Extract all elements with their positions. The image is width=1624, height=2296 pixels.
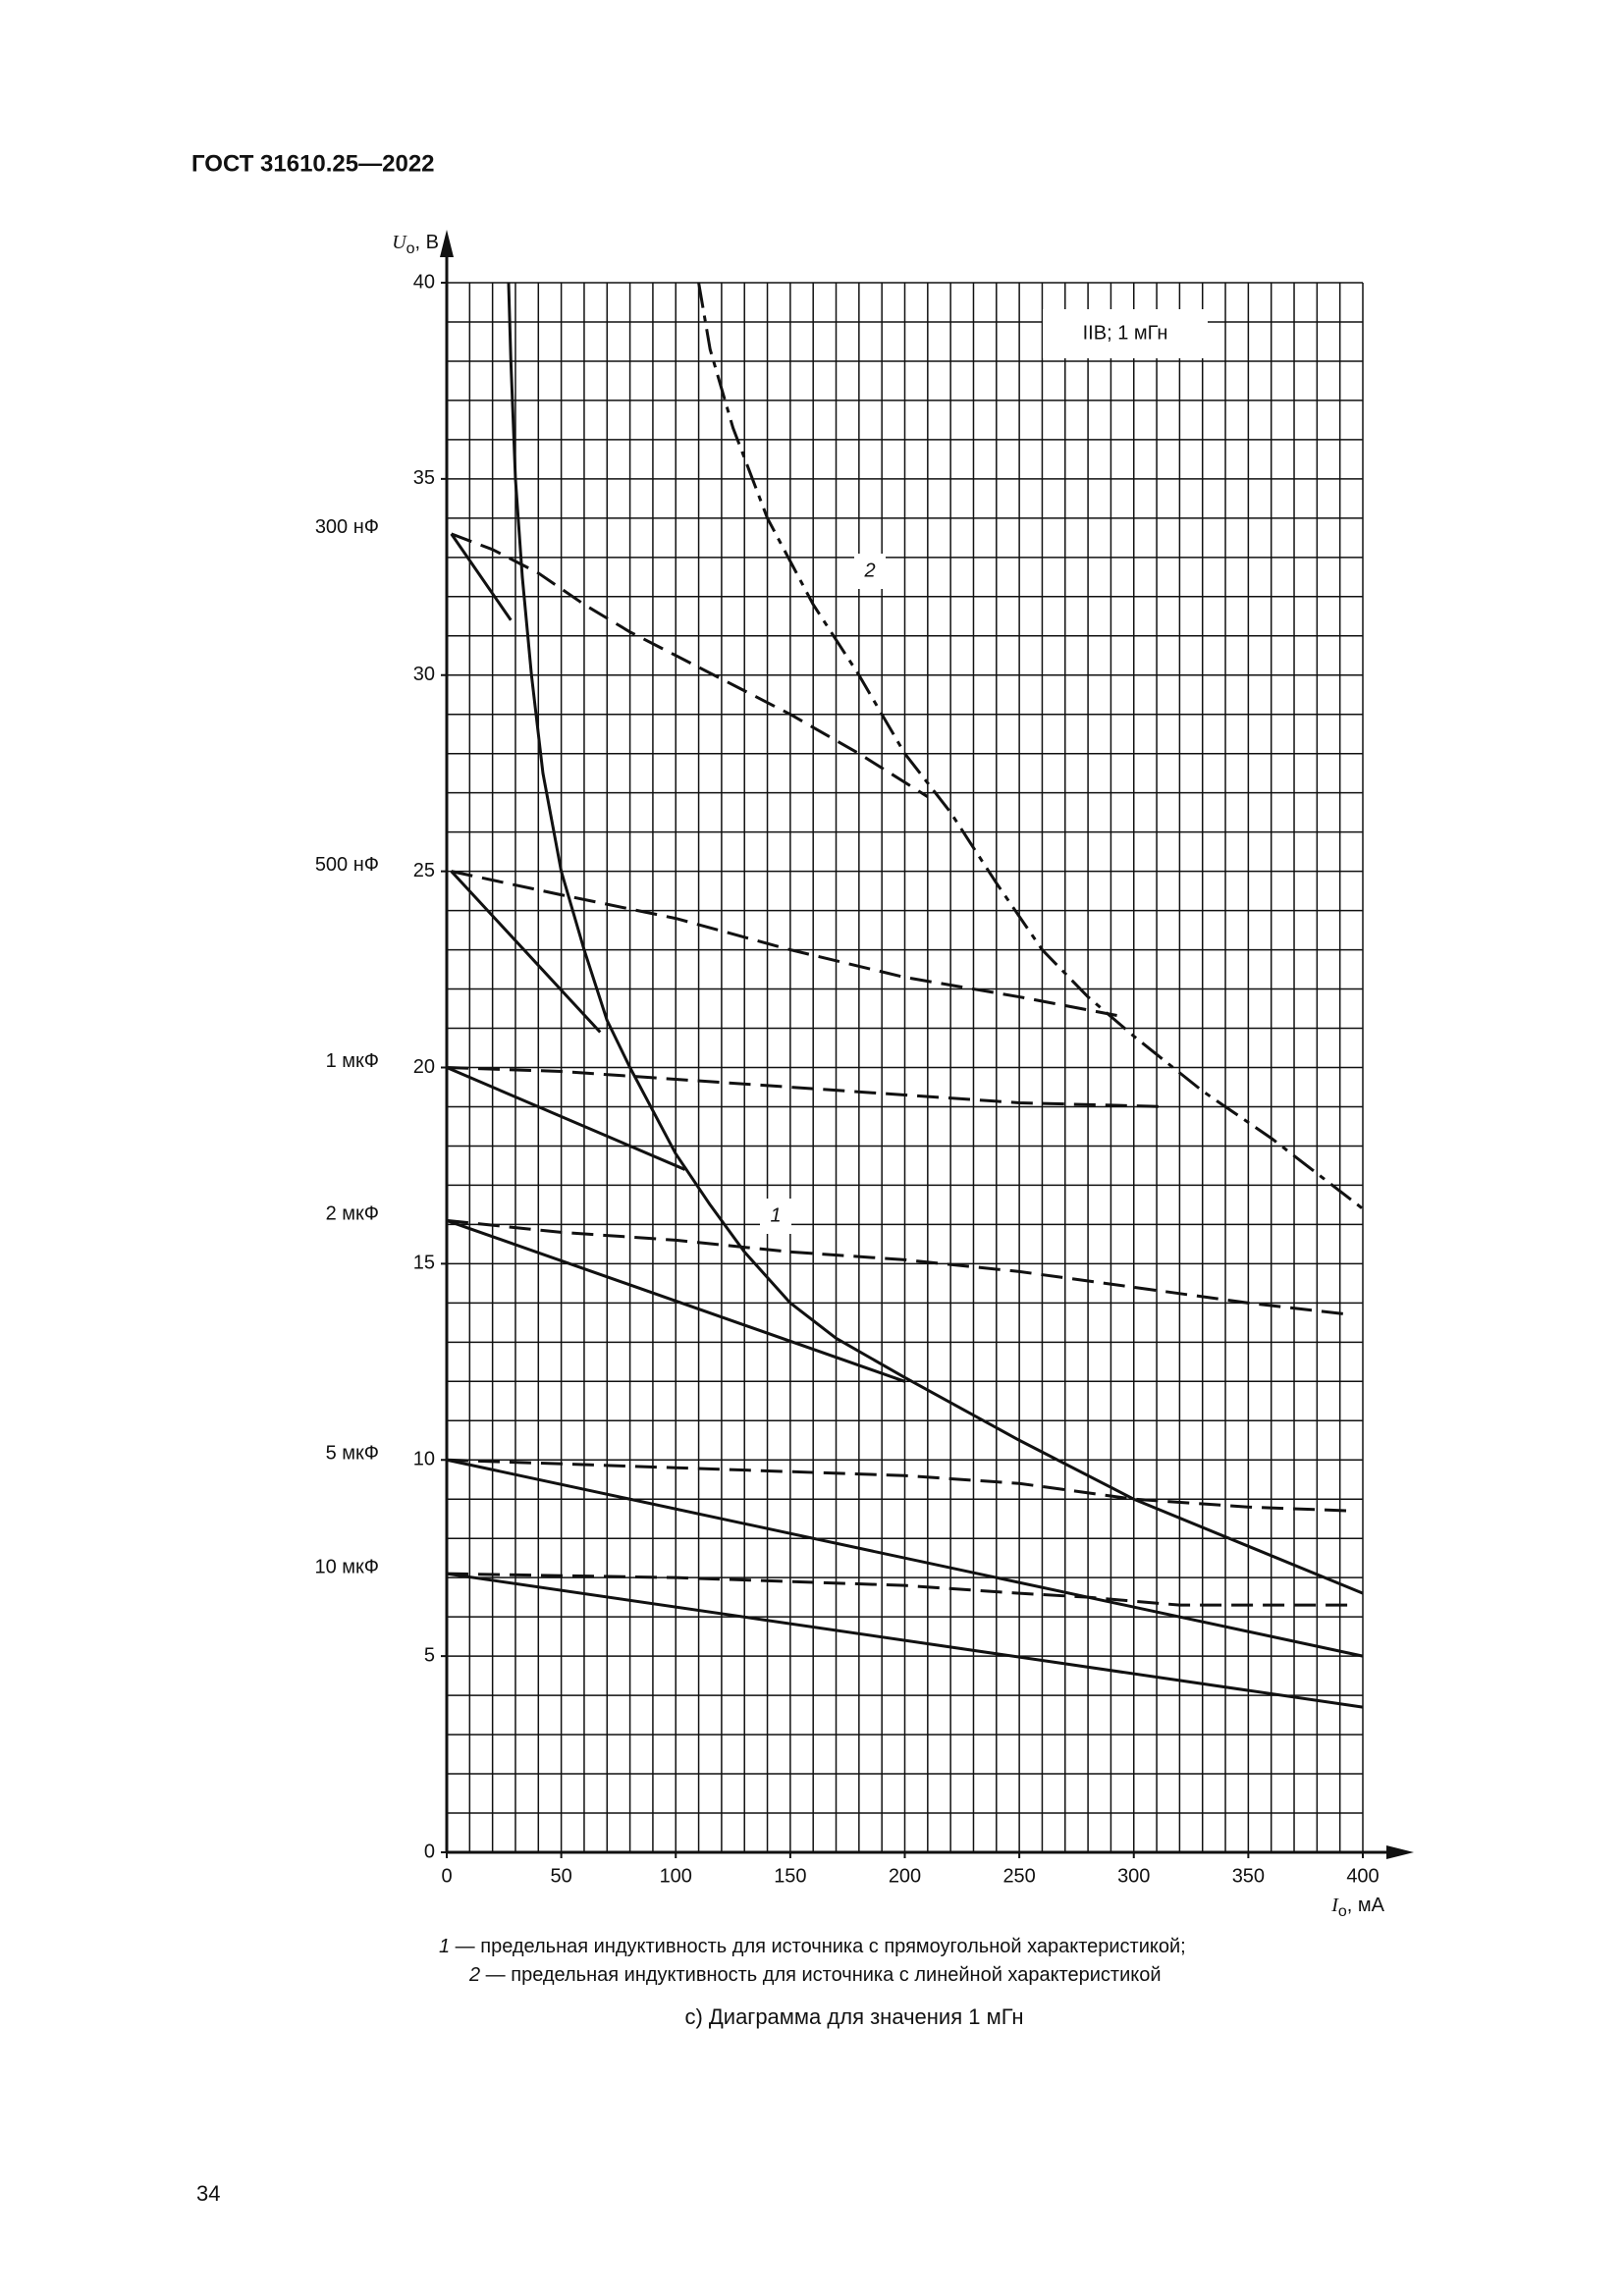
y_label-label: Uо, В — [392, 232, 439, 258]
note-num: 1 — [439, 1936, 450, 1957]
curve-label: 1 — [770, 1204, 781, 1226]
capacitance-label: 10 мкФ — [314, 1556, 379, 1577]
note-num: 2 — [468, 1964, 480, 1986]
x_label-label: Iо, мА — [1330, 1895, 1384, 1921]
x-tick-label: 400 — [1346, 1865, 1379, 1887]
curve — [446, 1066, 1168, 1108]
x-tick-label: 200 — [889, 1865, 921, 1887]
x-tick-label: 300 — [1117, 1865, 1150, 1887]
curve — [451, 532, 929, 798]
axis-symbol: U — [392, 232, 407, 253]
curve-label: 2 — [863, 560, 875, 581]
box — [1043, 309, 1208, 358]
curve — [451, 870, 1123, 1019]
axis-unit: , В — [415, 232, 439, 253]
x-tick-label: 50 — [551, 1865, 572, 1887]
note-text: — предельная индуктивность для источника… — [480, 1964, 1161, 1986]
note: 2 — предельная индуктивность для источни… — [468, 1964, 1162, 1986]
curve — [446, 1218, 1352, 1316]
curve-label-bg — [854, 554, 886, 589]
caption: c) Диаграмма для значения 1 мГн — [684, 2004, 1023, 2029]
axis-symbol: I — [1330, 1895, 1339, 1916]
y-tick-label: 5 — [424, 1644, 435, 1666]
x-axis-arrow — [1386, 1845, 1414, 1859]
curve — [450, 870, 602, 1034]
curve — [507, 282, 1364, 1595]
axis-subscript: о — [1338, 1903, 1347, 1920]
capacitance-label: 2 мкФ — [326, 1203, 379, 1225]
capacitance-label: 1 мкФ — [326, 1050, 379, 1072]
curve-label-bg — [760, 1199, 791, 1234]
y-tick-label: 15 — [413, 1253, 435, 1274]
axis-subscript: о — [406, 240, 415, 257]
y-tick-label: 10 — [413, 1449, 435, 1470]
x-tick-label: 150 — [774, 1865, 806, 1887]
y-axis-arrow — [440, 230, 454, 257]
x-tick-label: 0 — [441, 1865, 452, 1887]
curve — [446, 1572, 1352, 1607]
page-number: 34 — [196, 2181, 220, 2206]
header: ГОСТ 31610.25—2022 — [191, 150, 435, 177]
note-text: — предельная индуктивность для источника… — [450, 1936, 1186, 1957]
y-tick-label: 35 — [413, 467, 435, 489]
capacitance-label: 5 мкФ — [326, 1443, 379, 1465]
y-tick-label: 40 — [413, 271, 435, 293]
note: 1 — предельная индуктивность для источни… — [439, 1936, 1186, 1957]
y-tick-label: 30 — [413, 664, 435, 685]
capacitance-label: 300 нФ — [315, 516, 379, 538]
axis-unit: , мА — [1347, 1895, 1385, 1916]
curve — [446, 1572, 1364, 1709]
curve — [697, 282, 1364, 1210]
curve — [446, 1218, 905, 1383]
capacitance-label: 500 нФ — [315, 854, 379, 876]
x-tick-label: 250 — [1002, 1865, 1035, 1887]
box-label: IIB; 1 мГн — [1083, 322, 1168, 344]
curve — [450, 532, 513, 621]
curve — [446, 1458, 1364, 1658]
y-tick-label: 0 — [424, 1841, 435, 1862]
x-tick-label: 100 — [660, 1865, 692, 1887]
curve — [446, 1458, 1352, 1513]
y-tick-label: 25 — [413, 860, 435, 881]
x-tick-label: 350 — [1232, 1865, 1265, 1887]
y-tick-label: 20 — [413, 1056, 435, 1078]
curve — [446, 1066, 686, 1171]
